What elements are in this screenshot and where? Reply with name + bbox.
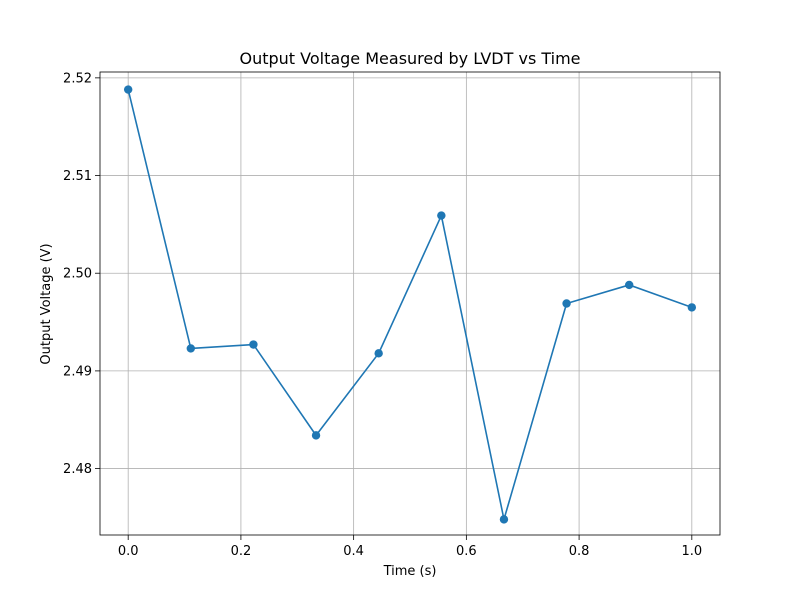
data-point (687, 303, 697, 312)
data-point (123, 85, 133, 94)
y-axis: 2.48 2.49 2.50 2.51 2.52 (63, 71, 100, 477)
series (123, 85, 697, 524)
data-point (562, 299, 571, 308)
axes-frame (99, 71, 721, 536)
data-point (499, 515, 509, 524)
grid (100, 72, 720, 535)
data-point (311, 431, 321, 440)
chart-title: Output Voltage Measured by LVDT vs Time (239, 49, 580, 68)
x-tick-label: 0.2 (231, 544, 252, 559)
x-axis: 0.0 0.2 0.4 0.6 0.8 1.0 (118, 535, 702, 559)
y-tick-label: 2.50 (63, 267, 92, 282)
x-tick-label: 0.0 (118, 544, 139, 559)
series-line (127, 88, 693, 521)
x-tick-label: 0.4 (343, 544, 364, 559)
y-tick-label: 2.51 (63, 169, 92, 184)
plot-area-frame (99, 71, 721, 536)
x-tick-label: 0.6 (456, 544, 477, 559)
data-point (624, 280, 634, 290)
data-point (374, 349, 383, 358)
x-axis-label: Time (s) (383, 564, 437, 579)
data-point (437, 211, 446, 220)
x-tick-label: 0.8 (569, 544, 590, 559)
x-tick-label: 1.0 (681, 544, 702, 559)
y-tick-label: 2.48 (63, 462, 92, 477)
data-point (249, 340, 258, 349)
y-tick-label: 2.52 (63, 71, 92, 86)
data-point (186, 344, 196, 353)
y-tick-label: 2.49 (63, 364, 92, 379)
y-axis-label: Output Voltage (V) (39, 243, 54, 364)
